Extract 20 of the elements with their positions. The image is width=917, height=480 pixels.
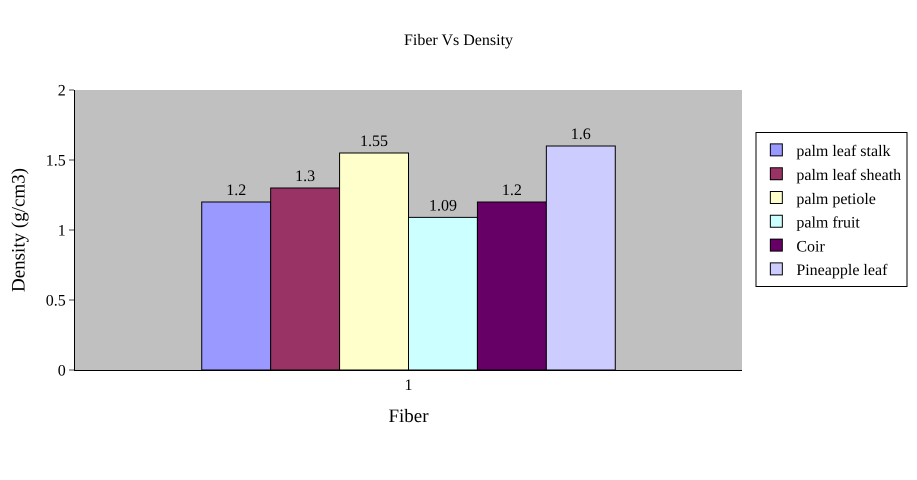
legend-label: palm fruit: [796, 214, 860, 232]
data-label: 1.2: [226, 182, 246, 199]
y-tick-label: 2: [58, 82, 66, 100]
y-tick-label: 1: [58, 222, 66, 240]
data-label: 1.6: [570, 126, 591, 143]
y-axis-title: Density (g/cm3): [8, 168, 30, 292]
legend-label: Pineapple leaf: [796, 262, 888, 280]
data-label: 1.2: [502, 182, 522, 199]
x-axis-title: Fiber: [388, 406, 430, 427]
y-tick-label: 0.5: [46, 292, 66, 310]
legend-label: palm leaf stalk: [796, 143, 891, 160]
legend-label: Coir: [796, 238, 826, 256]
y-tick-label: 1.5: [46, 152, 66, 170]
data-label: 1.3: [295, 168, 316, 185]
y-tick-label: 0: [58, 362, 66, 380]
chart-title: Fiber Vs Density: [404, 32, 514, 49]
data-label: 1.09: [428, 197, 457, 214]
legend-label: palm petiole: [796, 190, 876, 208]
data-label: 1.55: [360, 133, 388, 150]
legend-label: palm leaf sheath: [796, 166, 902, 184]
